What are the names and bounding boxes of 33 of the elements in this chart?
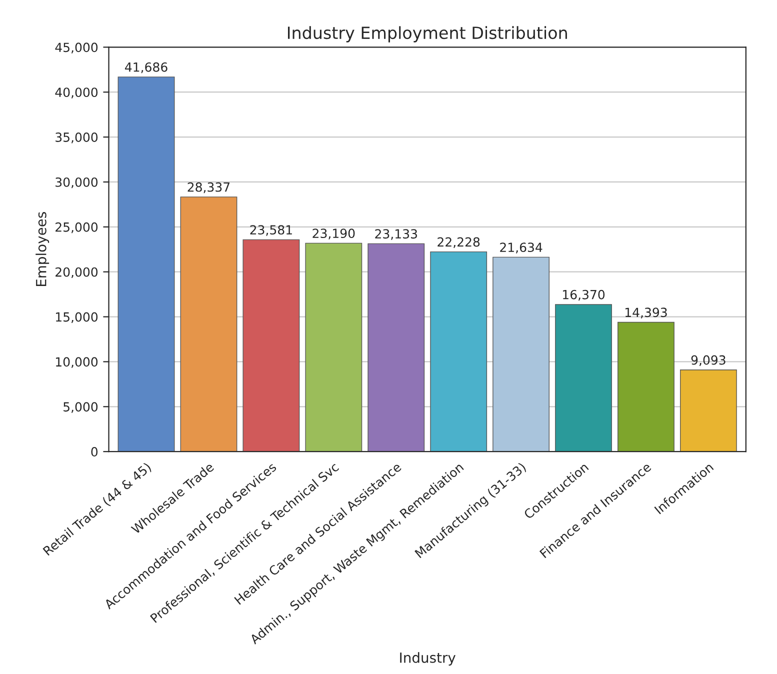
bar	[555, 304, 612, 452]
data-label: 14,393	[625, 308, 667, 318]
data-label: 21,634	[500, 242, 542, 254]
y-tick-label: 30,000	[56, 177, 98, 188]
bar	[430, 251, 488, 452]
y-tick-label: 10,000	[56, 357, 98, 368]
data-label: 22,228	[438, 237, 480, 248]
bar	[492, 256, 550, 452]
y-tick-label: 15,000	[56, 312, 98, 323]
data-label: 23,581	[250, 225, 292, 236]
x-axis-title: Industry	[400, 652, 456, 666]
chart-title: Industry Employment Distribution	[288, 26, 567, 42]
data-label: 23,190	[312, 228, 355, 240]
y-tick-label: 5,000	[64, 402, 98, 413]
data-label: 16,370	[563, 290, 605, 301]
bar	[118, 76, 175, 452]
bar	[242, 239, 300, 452]
y-tick-label: 45,000	[55, 42, 98, 54]
y-tick-label: 0	[91, 447, 98, 457]
y-axis-title: Employees	[36, 212, 50, 286]
bar	[180, 196, 238, 452]
data-label: 28,337	[188, 182, 230, 194]
bar	[305, 242, 362, 452]
data-label: 41,686	[125, 62, 168, 74]
y-tick-label: 35,000	[56, 132, 98, 144]
bar	[680, 370, 737, 452]
data-label: 9,093	[691, 355, 726, 366]
bar	[618, 322, 674, 452]
bar	[368, 243, 425, 452]
y-tick-label: 25,000	[56, 222, 98, 234]
y-tick-label: 20,000	[56, 267, 98, 278]
y-tick-label: 40,000	[55, 88, 98, 98]
data-label: 23,133	[375, 229, 417, 240]
